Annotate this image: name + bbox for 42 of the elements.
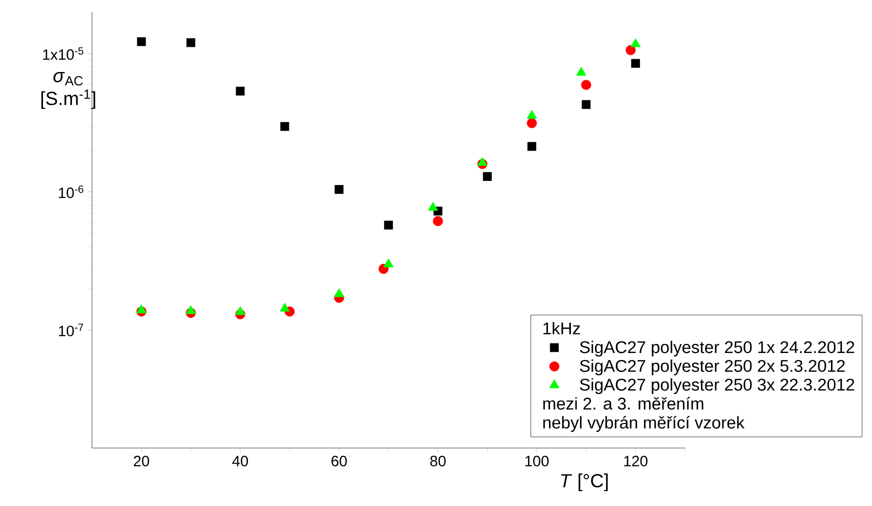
point [626,45,636,56]
point [630,38,641,48]
point [428,202,438,211]
point [136,304,146,314]
point [527,142,536,151]
annotation: mezi 2. a 3. měřením [543,397,704,410]
x-tick-label: 100 [525,456,549,466]
point [334,288,344,298]
x-tick-label: 40 [232,456,248,466]
point [235,306,246,315]
point [186,305,196,314]
point [631,58,640,68]
y-tick-label: 1x10$^{-5}$ [43,47,84,60]
point [236,86,245,96]
point [383,258,394,268]
point [137,37,146,46]
point [482,172,492,181]
annotation: nebyl vybrán měřící vzorek [543,416,745,432]
y-tick-label: 10$^{-6}$ [58,185,84,198]
legend-label: SigAC27 polyester 250 2x 5.3.2012 [580,360,845,376]
point [477,157,488,166]
point [582,100,591,109]
x-axis-title: T [°C] [561,474,608,492]
x-tick-label: 20 [134,456,150,466]
x-tick-label: 80 [430,456,446,466]
point [334,185,344,194]
point [432,216,443,226]
point [280,122,290,131]
y-tick-label: 10$^{-7}$ [58,324,84,336]
point [280,302,290,312]
point [384,220,393,230]
point [186,38,196,48]
legend-title: 1kHz [543,322,580,334]
x-tick-label: 120 [624,456,648,466]
legend-label: SigAC27 polyester 250 1x 24.2.2012 [580,340,854,357]
point [576,66,586,76]
y-axis-title: σ$_{AC}$ [S.m$^{-1}$] [41,72,96,109]
point [526,110,537,119]
point [581,80,592,90]
point [526,118,537,128]
x-tick-label: 60 [332,456,347,466]
legend-label: SigAC27 polyester 250 3x 22.3.2012 [580,378,854,394]
